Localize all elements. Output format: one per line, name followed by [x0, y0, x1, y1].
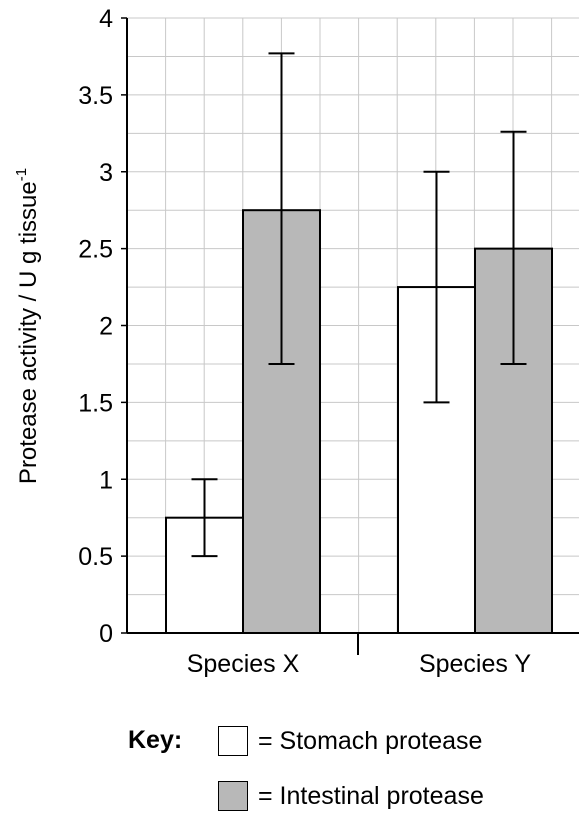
y-tick-label: 1 [99, 466, 113, 494]
key-swatch-stomach [218, 726, 248, 756]
y-tick-label: 2 [99, 313, 113, 341]
error-bars [191, 52, 527, 558]
protease-bar-chart: 0 0.5 1 1.5 2 2.5 3 3.5 4 Species X Species Y Pro… [13, 5, 579, 678]
key-label-stomach: = Stomach protease [258, 726, 483, 755]
key-swatch-intestinal [218, 781, 248, 811]
key-title: Key: [128, 726, 183, 754]
y-tick-label: 2.5 [78, 236, 113, 264]
y-axis-label: Protease activity / U g tissue-1 [13, 168, 42, 484]
key-item-stomach: = Stomach protease [218, 726, 482, 756]
y-tick-label: 3 [99, 159, 113, 187]
y-tick-labels: 0 0.5 1 1.5 2 2.5 3 3.5 4 [78, 5, 127, 648]
x-tick-labels: Species X Species Y [187, 650, 532, 678]
y-tick-label: 0.5 [78, 543, 113, 571]
x-tick-label: Species Y [419, 650, 531, 678]
y-tick-label: 3.5 [78, 82, 113, 110]
y-tick-label: 0 [99, 620, 113, 648]
key-label-intestinal: = Intestinal protease [258, 781, 484, 810]
y-tick-label: 4 [99, 5, 113, 33]
x-tick-label: Species X [187, 650, 300, 678]
y-tick-label: 1.5 [78, 389, 113, 417]
key-item-intestinal: = Intestinal protease [218, 781, 484, 811]
